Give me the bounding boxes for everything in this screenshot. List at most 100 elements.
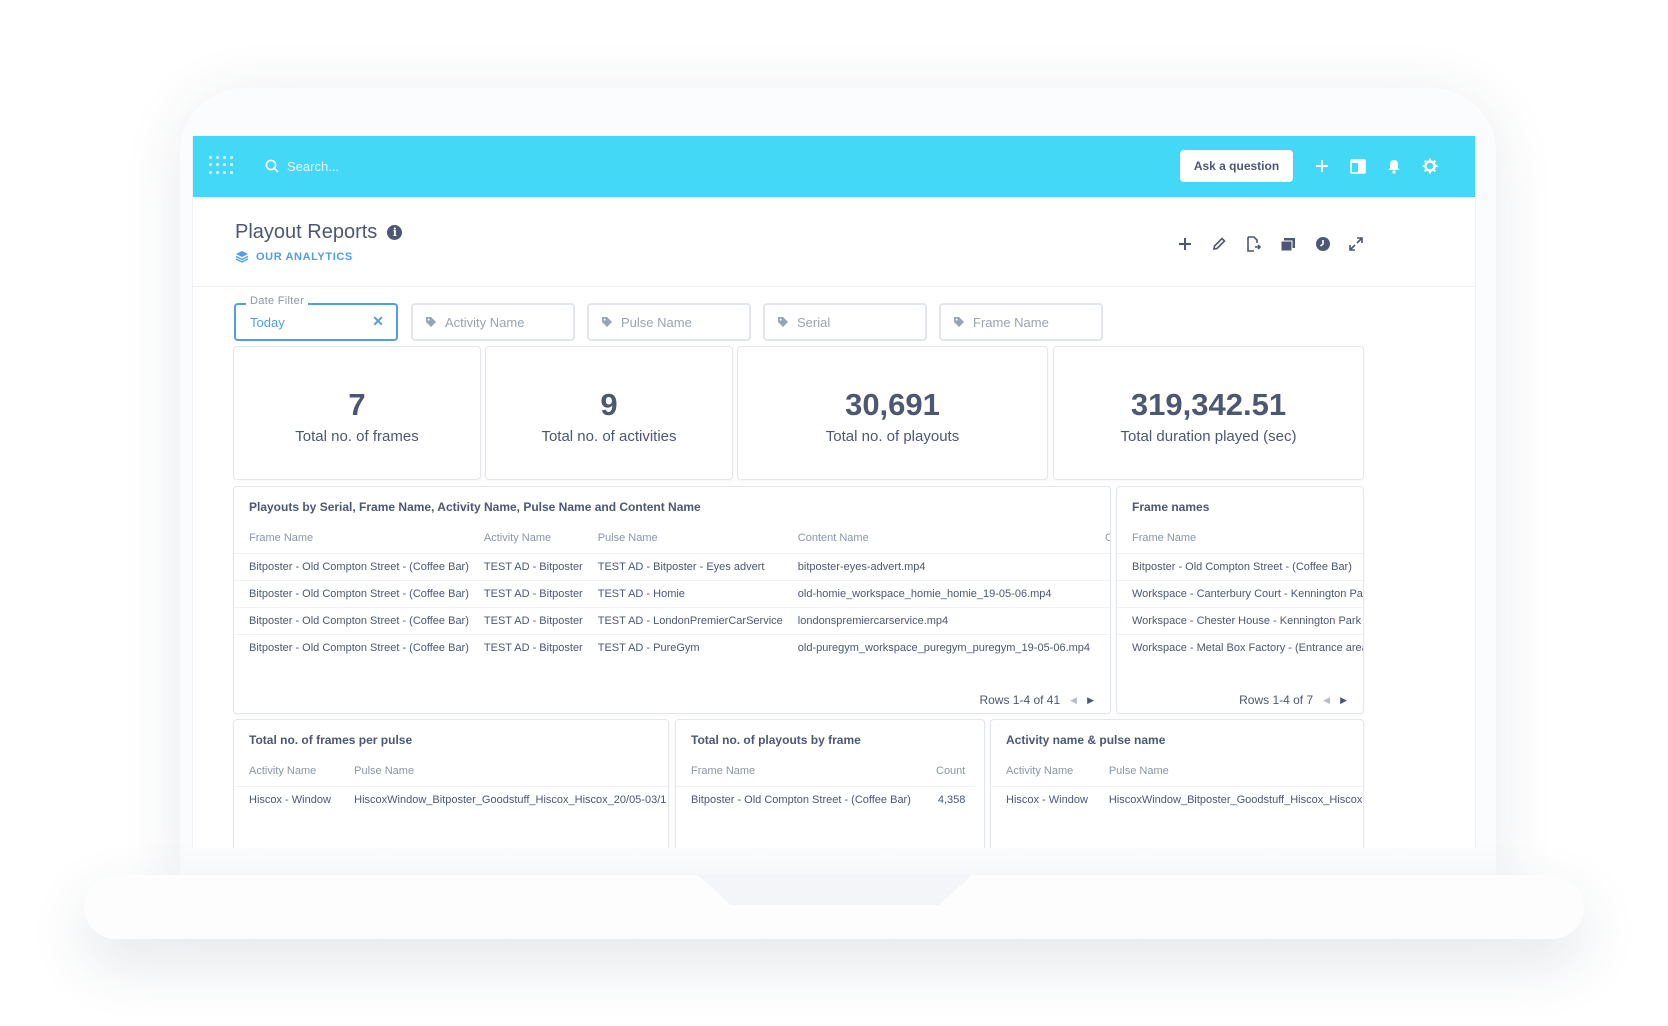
pulse-name-filter-label: Pulse Name [621,314,692,330]
pulse-name-filter[interactable]: Pulse Name [587,303,751,341]
card-title: Playouts by Serial, Frame Name, Activity… [249,500,701,514]
add-card-icon[interactable] [1174,233,1196,255]
top-navbar: Search... Ask a question [193,136,1475,197]
browse-data-icon[interactable] [1347,155,1369,177]
frames-per-pulse-table: Activity Name Pulse Name Hiscox - Window… [234,756,668,813]
table-cell: 72 [1090,552,1110,580]
collection-name: OUR ANALYTICS [256,250,353,263]
column-header[interactable]: Activity Name [1006,764,1074,777]
card-title: Frame names [1132,500,1210,514]
column-header[interactable]: Cour [1090,523,1110,553]
search-bar[interactable]: Search... [265,153,585,179]
tag-icon [426,317,436,327]
scalar-card-activities[interactable]: 9 Total no. of activities [485,346,733,480]
scalar-card-frames[interactable]: 7 Total no. of frames [233,346,481,480]
plus-icon[interactable] [1311,155,1333,177]
column-header[interactable]: Pulse Name [354,764,415,777]
table-cell: Bitposter - Old Compton Street - (Coffee… [676,785,921,813]
table-row[interactable]: Hiscox - Window HiscoxWindow_Bitposter_G… [234,785,668,813]
column-header[interactable]: Count [936,764,966,777]
column-header[interactable]: Pulse Name [597,531,658,544]
next-page-icon[interactable]: ▶ [1340,694,1347,705]
table-cell: Hiscox - Window [234,785,340,813]
column-header[interactable]: Frame Name [1132,531,1197,544]
search-placeholder: Search... [287,158,340,174]
table-cell: bitposter-eyes-advert.mp4 [782,552,1091,580]
table-cell: HiscoxWindow_Bitposter_Goodstuff_Hiscox_… [1093,785,1363,813]
table-cell: Bitposter - Old Compton Street - (Coffee… [234,552,469,580]
table-cell: londonspremiercarservice.mp4 [782,606,1091,634]
table-cell: 72 [1090,606,1110,634]
table-row[interactable]: Workspace - Canterbury Court - Kenningto… [1117,579,1363,607]
table-cell: TEST AD - PureGym [582,633,783,661]
serial-filter-label: Serial [797,314,831,330]
table-row[interactable]: Hiscox - Window HiscoxWindow_Bitposter_G… [991,785,1363,813]
tag-icon [602,317,612,327]
search-icon [265,159,279,173]
table-header-row: Frame Name [1117,523,1363,553]
table-row[interactable]: Bitposter - Old Compton Street - (Coffee… [234,606,1110,634]
activity-name-filter[interactable]: Activity Name [411,303,575,341]
column-header[interactable]: Activity Name [483,531,552,544]
info-icon[interactable]: i [387,225,403,240]
scalar-label: Total no. of playouts [825,428,960,445]
table-row[interactable]: Bitposter - Old Compton Street - (Coffee… [676,785,976,813]
prev-page-icon[interactable]: ◀ [1070,694,1078,705]
table-header-row: Frame Name Activity Name Pulse Name Cont… [234,523,1110,553]
scalar-value: 7 [348,387,366,422]
prev-page-icon[interactable]: ◀ [1323,694,1331,705]
scalar-label: Total no. of frames [295,428,419,445]
table-row[interactable]: Bitposter - Old Compton Street - (Coffee… [1117,552,1363,580]
column-header[interactable]: Pulse Name [1108,764,1169,777]
app-screen: Search... Ask a question Playout Reports… [192,136,1476,848]
frame-name-filter[interactable]: Frame Name [939,303,1103,341]
table-cell: TEST AD - Bitposter - Eyes advert [582,552,783,580]
fullscreen-icon[interactable] [1345,233,1367,255]
table-pager: Rows 1-4 of 7 ◀ ▶ [1239,693,1347,707]
card-title: Total no. of frames per pulse [249,733,413,747]
frame-name-filter-label: Frame Name [973,314,1049,330]
table-row[interactable]: Bitposter - Old Compton Street - (Coffee… [234,579,1110,607]
table-cell: 72 [1090,633,1110,661]
scalar-value: 319,342.51 [1130,387,1287,422]
card-title: Total no. of playouts by frame [691,733,861,747]
table-cell: TEST AD - LondonPremierCarService [582,606,783,634]
ask-question-button[interactable]: Ask a question [1180,150,1293,182]
column-header[interactable]: Frame Name [249,531,314,544]
table-row[interactable]: Bitposter - Old Compton Street - (Coffee… [234,552,1110,580]
frames-per-pulse-card: Total no. of frames per pulse Activity N… [233,719,669,848]
next-page-icon[interactable]: ▶ [1087,694,1094,705]
scalar-card-playouts[interactable]: 30,691 Total no. of playouts [737,346,1048,480]
column-header[interactable]: Frame Name [691,764,756,777]
logo-icon[interactable] [209,156,233,176]
bell-icon[interactable] [1383,155,1405,177]
table-row[interactable]: Workspace - Metal Box Factory - (Entranc… [1117,633,1363,661]
table-cell: old-puregym_workspace_puregym_puregym_19… [782,633,1091,661]
table-cell: 72 [1090,579,1110,607]
duplicate-icon[interactable] [1277,233,1299,255]
column-header[interactable]: Content Name [797,531,869,544]
card-title: Activity name & pulse name [1006,733,1166,747]
table-cell: old-homie_workspace_homie_homie_19-05-06… [782,579,1091,607]
scalar-value: 9 [600,387,618,422]
scalar-card-duration[interactable]: 319,342.51 Total duration played (sec) [1053,346,1364,480]
date-filter[interactable]: Date Filter Today ✕ [234,295,398,341]
pencil-icon[interactable] [1208,233,1230,255]
serial-filter[interactable]: Serial [763,303,927,341]
table-cell: Bitposter - Old Compton Street - (Coffee… [234,579,469,607]
activity-pulse-card: Activity name & pulse name Activity Name… [990,719,1364,848]
export-icon[interactable] [1242,233,1264,255]
gear-icon[interactable] [1419,155,1441,177]
table-row[interactable]: Bitposter - Old Compton Street - (Coffee… [234,633,1110,661]
clear-filter-icon[interactable]: ✕ [372,313,384,329]
collection-link[interactable]: OUR ANALYTICS [235,250,353,263]
scalar-value: 30,691 [845,387,940,422]
clock-icon[interactable] [1312,233,1334,255]
column-header[interactable]: Activity Name [249,764,317,777]
table-cell: Bitposter - Old Compton Street - (Coffee… [1117,552,1363,580]
table-row[interactable]: Workspace - Chester House - Kennington P… [1117,606,1363,634]
frame-names-table: Frame Name Bitposter - Old Compton Stree… [1117,523,1363,661]
table-cell: Bitposter - Old Compton Street - (Coffee… [234,606,469,634]
table-cell: TEST AD - Bitposter [468,552,583,580]
